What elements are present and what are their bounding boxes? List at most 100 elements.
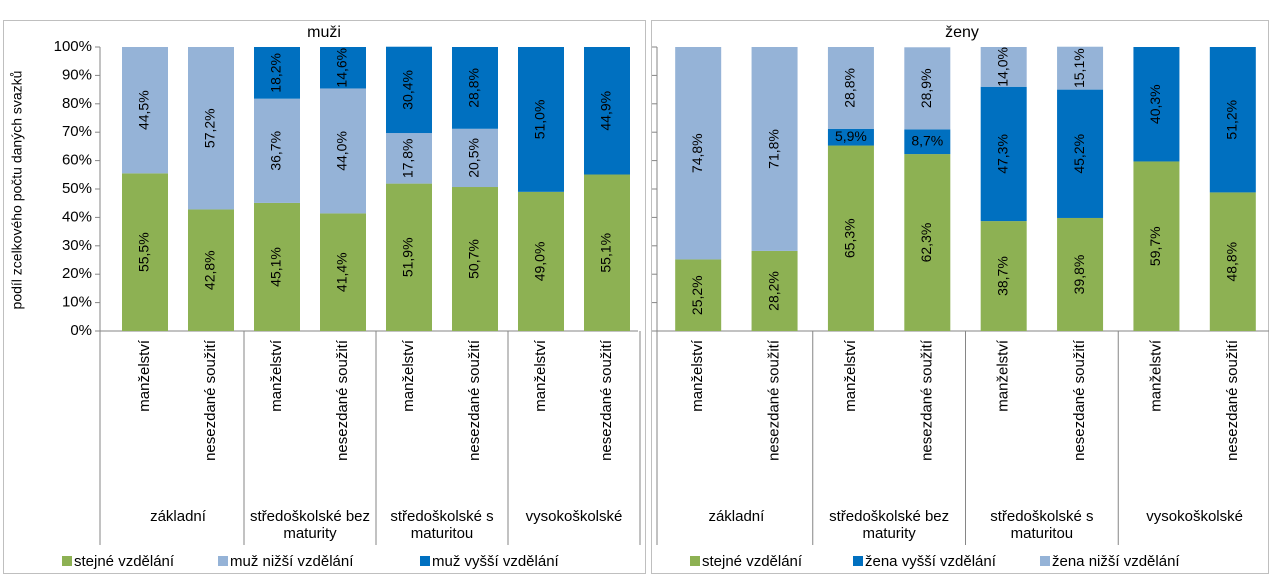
bar-segment <box>1057 89 1104 218</box>
bar-segment <box>904 154 951 331</box>
bar-segment <box>1209 47 1256 193</box>
bar-segment <box>518 191 564 331</box>
legend-swatch <box>218 556 228 566</box>
bar-segment <box>904 129 951 155</box>
y-tick-label: 100% <box>54 38 92 55</box>
y-axis-label: podíl zcelkového počtu daných svazků <box>9 71 25 310</box>
value-label: 42,8% <box>202 250 218 290</box>
legend-swatch <box>1040 556 1050 566</box>
bar-segment <box>452 187 498 331</box>
value-label: 47,3% <box>994 134 1010 174</box>
value-label: 14,6% <box>334 48 350 88</box>
group-label: středoškolské bez maturity <box>829 508 950 542</box>
group-label: středoškolské bez maturity <box>249 508 371 542</box>
bar-segment <box>1133 47 1180 162</box>
bar-segment <box>827 47 874 129</box>
value-label: 28,8% <box>842 68 858 108</box>
group-label-box: středoškolské s maturitou <box>390 508 493 542</box>
value-label: 71,8% <box>765 129 781 169</box>
bar-segment <box>1133 161 1180 331</box>
group-label-box: vysokoškolské <box>525 508 623 525</box>
value-label: 15,1% <box>1071 48 1087 88</box>
bar-segment <box>1057 217 1104 331</box>
y-tick-label: 70% <box>62 123 92 140</box>
x-tick-label: nesezdané soužití <box>598 339 615 461</box>
x-tick-label: nesezdané soužití <box>1224 339 1241 461</box>
group-label: vysokoškolské <box>1146 508 1243 525</box>
bar-segment <box>452 47 498 129</box>
bar-segment <box>188 209 234 331</box>
x-tick-label: nesezdané soužití <box>202 339 219 461</box>
value-label: 41,4% <box>334 252 350 292</box>
value-label: 45,2% <box>1071 134 1087 174</box>
y-tick-label: 30% <box>62 237 92 254</box>
x-tick-label: manželství <box>532 339 549 412</box>
bar-segment <box>320 213 366 331</box>
value-label: 50,7% <box>466 239 482 279</box>
value-label: 44,9% <box>598 91 614 131</box>
value-label: 40,3% <box>1147 84 1163 124</box>
bar-segment <box>827 128 874 146</box>
value-label: 14,0% <box>994 47 1010 87</box>
value-label: 30,4% <box>400 70 416 110</box>
bar-segment <box>584 47 630 175</box>
bar-segment <box>980 86 1027 222</box>
x-tick-label: nesezdané soužití <box>918 339 935 461</box>
value-label: 51,9% <box>400 237 416 277</box>
x-tick-label: nesezdané soužití <box>1071 339 1088 461</box>
value-label: 59,7% <box>1147 226 1163 266</box>
value-label: 62,3% <box>918 223 934 263</box>
x-tick-label: manželství <box>268 339 285 412</box>
panel-title: muži <box>307 24 341 41</box>
bar-segment <box>1209 192 1256 331</box>
legend-swatch <box>62 556 72 566</box>
x-tick-label: manželství <box>995 339 1012 412</box>
group-label: vysokoškolské <box>525 508 623 525</box>
bar-segment <box>904 47 951 130</box>
value-label: 45,1% <box>268 247 284 287</box>
legend-label: stejné vzdělání <box>702 553 803 570</box>
value-label: 57,2% <box>202 108 218 148</box>
group-label: základní <box>150 508 206 525</box>
legend-swatch <box>853 556 863 566</box>
value-label: 44,5% <box>136 90 152 130</box>
bar-segment <box>1057 46 1104 90</box>
value-label: 28,9% <box>918 68 934 108</box>
y-tick-label: 20% <box>62 265 92 282</box>
value-label: 74,8% <box>689 133 705 173</box>
value-label: 51,0% <box>532 100 548 140</box>
y-tick-label: 90% <box>62 66 92 83</box>
y-tick-label: 50% <box>62 180 92 197</box>
bar-segment <box>320 47 366 89</box>
value-label: 18,2% <box>268 53 284 93</box>
group-label: středoškolské s maturitou <box>990 508 1094 542</box>
y-tick-label: 10% <box>62 294 92 311</box>
value-label: 8,7% <box>911 132 943 148</box>
bar-segment <box>386 183 432 331</box>
bar-segment <box>675 259 722 331</box>
legend-swatch <box>420 556 430 566</box>
x-tick-label: manželství <box>689 339 706 412</box>
bar-segment <box>751 250 798 331</box>
group-label: základní <box>708 508 765 525</box>
panel-title: ženy <box>945 24 979 41</box>
bar-segment <box>827 145 874 331</box>
value-label: 5,9% <box>835 128 867 144</box>
bar-segment <box>122 47 168 174</box>
value-label: 48,8% <box>1224 242 1240 282</box>
bar-segment <box>320 88 366 214</box>
bar-segment <box>122 173 168 331</box>
bar-segment <box>584 174 630 331</box>
y-tick-label: 80% <box>62 95 92 112</box>
group-label-box: základní <box>150 508 206 525</box>
group-label-box: středoškolské s maturitou <box>990 508 1094 542</box>
value-label: 55,1% <box>598 233 614 273</box>
legend-swatch <box>690 556 700 566</box>
x-tick-label: manželství <box>842 339 859 412</box>
group-label-box: základní <box>708 508 765 525</box>
bar-segment <box>386 133 432 184</box>
bar-segment <box>254 202 300 331</box>
bar-segment <box>518 47 564 192</box>
value-label: 39,8% <box>1071 255 1087 295</box>
bar-segment <box>980 47 1027 87</box>
